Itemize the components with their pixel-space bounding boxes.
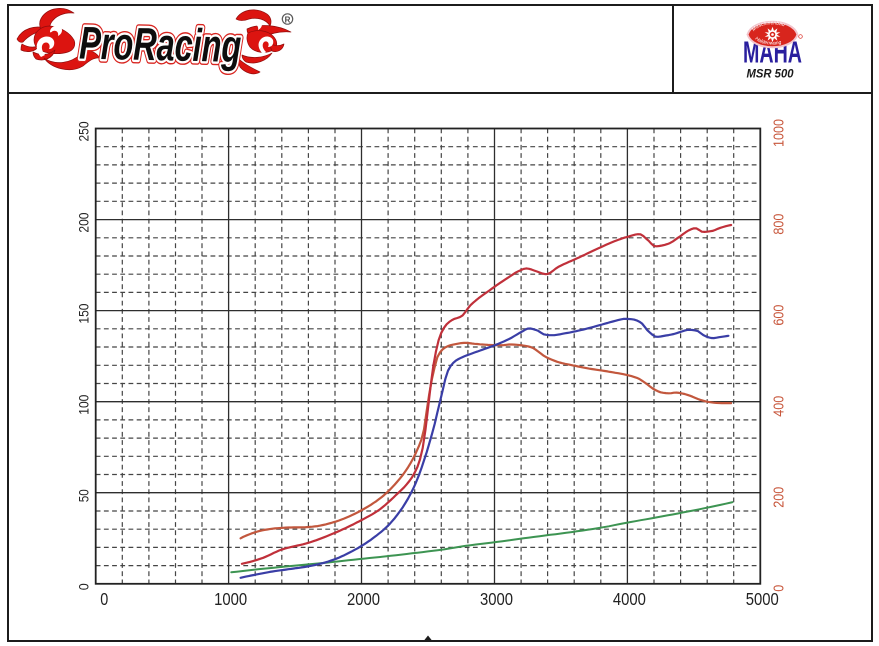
svg-text:0: 0 [100,589,108,609]
svg-text:800: 800 [771,214,788,235]
svg-text:2000: 2000 [347,589,380,609]
svg-text:0: 0 [77,583,92,590]
svg-text:200: 200 [771,487,788,508]
svg-text:ProRacing: ProRacing [79,17,242,72]
svg-text:600: 600 [771,305,788,326]
svg-text:4000: 4000 [613,589,646,609]
svg-text:1000: 1000 [771,119,788,147]
svg-text:250: 250 [77,122,92,142]
svg-text:100: 100 [77,395,92,415]
svg-text:200: 200 [77,213,92,233]
svg-text:Haldenwang: Haldenwang [754,36,782,47]
svg-text:400: 400 [771,396,788,417]
svg-text:ProRacing: ProRacing [79,17,242,72]
svg-text:0: 0 [771,585,788,592]
svg-text:5000: 5000 [746,589,779,609]
svg-text:1000: 1000 [214,589,247,609]
svg-text:150: 150 [77,304,92,324]
svg-text:50: 50 [77,489,92,502]
svg-text:MSR 500: MSR 500 [747,66,794,80]
svg-text:R: R [285,16,291,25]
svg-text:ProRacing: ProRacing [79,17,242,72]
svg-text:3000: 3000 [480,589,513,609]
